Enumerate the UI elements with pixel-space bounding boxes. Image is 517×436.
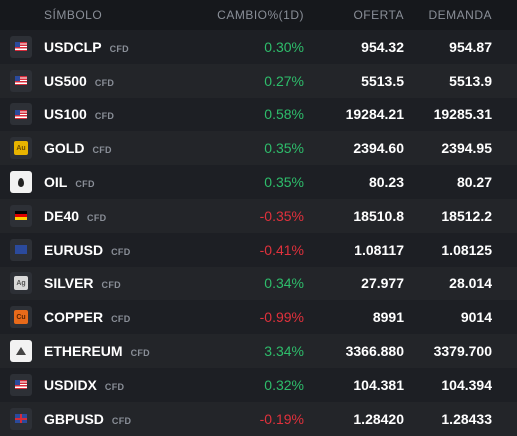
symbol-name[interactable]: GBPUSD [44, 410, 104, 427]
bid-price[interactable]: 1.28420 [353, 410, 404, 427]
ask-price[interactable]: 1.08125 [441, 241, 492, 258]
flag-us-icon [10, 69, 32, 92]
bid-price[interactable]: 18510.8 [353, 207, 404, 224]
symbol-name[interactable]: DE40 [44, 207, 80, 224]
change-value: 0.27% [264, 72, 304, 89]
bid-price[interactable]: 5513.5 [361, 72, 404, 89]
header-change[interactable]: CAMBIO%(1D) [217, 8, 304, 22]
bid-price[interactable]: 80.23 [368, 174, 404, 191]
change-value: 0.34% [264, 275, 304, 292]
header-symbol[interactable]: SÍMBOLO [44, 8, 103, 22]
icon-label: Cu [16, 313, 26, 321]
flag-us-cl-icon [10, 35, 32, 58]
flag-us-icon [10, 373, 32, 396]
bid-price[interactable]: 1.08117 [354, 241, 404, 258]
change-value: 0.35% [264, 140, 304, 157]
copper-icon: Cu [10, 306, 32, 329]
change-value: 0.32% [264, 376, 304, 393]
silver-icon: Ag [10, 272, 32, 295]
symbol-name[interactable]: US100 [44, 106, 87, 123]
change-value: 3.34% [264, 343, 304, 360]
symbol-name[interactable]: EURUSD [44, 241, 104, 258]
icon-label: Au [16, 144, 26, 152]
ask-price[interactable]: 5513.9 [449, 72, 492, 89]
bid-price[interactable]: 3366.880 [345, 343, 404, 360]
header-ask[interactable]: DEMANDA [428, 8, 492, 22]
ask-price[interactable]: 9014 [460, 309, 492, 326]
change-value: 0.35% [264, 174, 304, 191]
ask-price[interactable]: 3379.700 [433, 343, 492, 360]
table-row[interactable]: USDIDX CFD 0.32% 104.381 104.394 [0, 367, 517, 402]
symbol-name[interactable]: OIL [44, 174, 68, 191]
change-value: -0.35% [259, 207, 304, 224]
oil-icon [10, 171, 32, 194]
instrument-type-badge: CFD [111, 314, 131, 325]
table-row[interactable]: US500 CFD 0.27% 5513.5 5513.9 [0, 63, 517, 98]
bid-price[interactable]: 2394.60 [353, 140, 404, 157]
instrument-type-badge: CFD [87, 212, 107, 223]
ask-price[interactable]: 1.28433 [441, 410, 492, 427]
change-value: -0.41% [259, 241, 304, 258]
flag-gb-us-icon [10, 407, 32, 430]
instrument-type-badge: CFD [111, 415, 132, 426]
symbol-name[interactable]: GOLD [44, 140, 85, 157]
instrument-type-badge: CFD [94, 77, 115, 88]
change-value: 0.30% [264, 38, 304, 55]
instrument-type-badge: CFD [111, 246, 131, 257]
ask-price[interactable]: 18512.2 [441, 207, 492, 224]
change-value: -0.19% [259, 410, 304, 427]
instrument-type-badge: CFD [75, 179, 95, 190]
symbol-name[interactable]: ETHEREUM [44, 343, 123, 360]
table-row[interactable]: GBPUSD CFD -0.19% 1.28420 1.28433 [0, 401, 517, 436]
instrument-type-badge: CFD [92, 145, 112, 156]
change-value: 0.58% [264, 106, 304, 123]
flag-de-icon [10, 204, 32, 227]
table-header: SÍMBOLO CAMBIO%(1D) OFERTA DEMANDA [0, 0, 517, 30]
table-row[interactable]: Au GOLD CFD 0.35% 2394.60 2394.95 [0, 131, 517, 166]
ask-price[interactable]: 19285.31 [433, 106, 492, 123]
flag-eu-us-icon [10, 238, 32, 261]
symbol-name[interactable]: USDCLP [44, 38, 102, 55]
icon-label: Ag [16, 279, 26, 287]
instrument-type-badge: CFD [130, 348, 150, 359]
header-bid[interactable]: OFERTA [353, 8, 404, 22]
symbol-name[interactable]: COPPER [44, 309, 104, 326]
table-row[interactable]: OIL CFD 0.35% 80.23 80.27 [0, 165, 517, 199]
change-value: -0.99% [259, 309, 304, 326]
instrument-type-badge: CFD [101, 280, 121, 291]
flag-us-icon [10, 103, 32, 126]
gold-icon: Au [10, 137, 32, 160]
bid-price[interactable]: 19284.21 [345, 106, 404, 123]
table-row[interactable]: USDCLP CFD 0.30% 954.32 954.87 [0, 30, 517, 64]
table-row[interactable]: Ag SILVER CFD 0.34% 27.977 28.014 [0, 266, 517, 301]
ask-price[interactable]: 2394.95 [441, 140, 492, 157]
symbol-name[interactable]: SILVER [44, 275, 94, 292]
table-row[interactable]: DE40 CFD -0.35% 18510.8 18512.2 [0, 198, 517, 233]
ask-price[interactable]: 954.87 [449, 38, 492, 55]
table-row[interactable]: EURUSD CFD -0.41% 1.08117 1.08125 [0, 232, 517, 267]
instrument-type-badge: CFD [94, 111, 115, 122]
ask-price[interactable]: 80.27 [456, 174, 492, 191]
table-body: USDCLP CFD 0.30% 954.32 954.87 US500 CFD 0.27% 5… [0, 30, 517, 436]
table-row[interactable]: Cu COPPER CFD -0.99% 8991 9014 [0, 300, 517, 335]
bid-price[interactable]: 8991 [372, 309, 404, 326]
table-row[interactable]: US100 CFD 0.58% 19284.21 19285.31 [0, 97, 517, 132]
ethereum-icon [10, 340, 32, 363]
instrument-type-badge: CFD [109, 43, 129, 54]
symbol-name[interactable]: USDIDX [44, 376, 97, 393]
table-row[interactable]: ETHEREUM CFD 3.34% 3366.880 3379.700 [0, 334, 517, 368]
bid-price[interactable]: 104.381 [353, 376, 404, 393]
symbol-name[interactable]: US500 [44, 72, 87, 89]
bid-price[interactable]: 27.977 [361, 275, 404, 292]
bid-price[interactable]: 954.32 [361, 38, 404, 55]
ask-price[interactable]: 104.394 [441, 376, 492, 393]
instrument-type-badge: CFD [104, 381, 125, 392]
ask-price[interactable]: 28.014 [449, 275, 492, 292]
